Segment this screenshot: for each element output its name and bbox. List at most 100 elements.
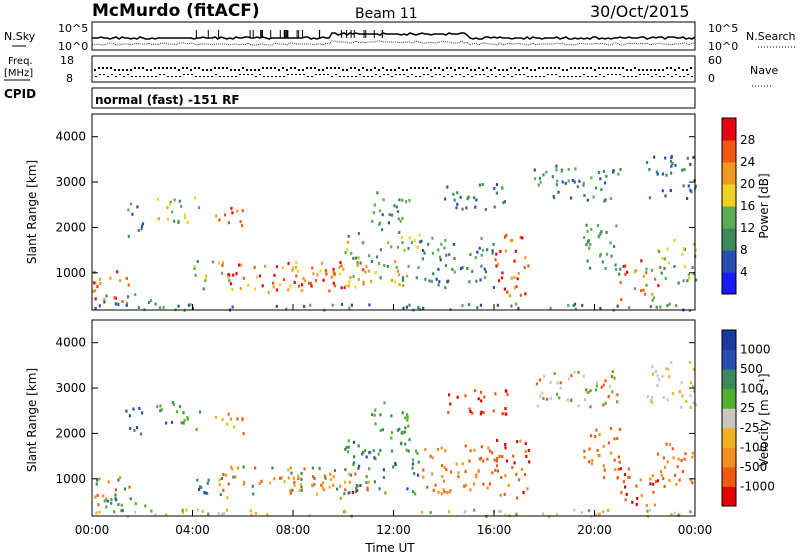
nave-marker bbox=[479, 74, 481, 75]
freq-marker bbox=[242, 67, 244, 69]
velocity-cell bbox=[520, 468, 524, 471]
velocity-cell bbox=[405, 448, 408, 452]
velocity-cell bbox=[343, 492, 346, 496]
power-cell bbox=[333, 284, 336, 288]
nave-marker bbox=[587, 76, 589, 77]
power-cell bbox=[386, 265, 389, 268]
velocity-cell bbox=[300, 485, 303, 489]
nave-marker bbox=[139, 76, 141, 77]
noise-tick-right-high: 10^5 bbox=[708, 22, 738, 35]
velocity-cell bbox=[242, 465, 245, 469]
power-cell bbox=[648, 168, 651, 171]
velocity-cell bbox=[678, 389, 681, 393]
power-cell bbox=[681, 252, 684, 256]
velocity-cell bbox=[368, 451, 371, 455]
nave-marker bbox=[583, 74, 585, 75]
power-cell bbox=[415, 276, 418, 280]
power-cell bbox=[98, 304, 101, 308]
power-cell bbox=[379, 221, 382, 225]
nave-marker bbox=[439, 74, 441, 75]
velocity-cell bbox=[406, 418, 409, 422]
power-cell bbox=[230, 206, 233, 210]
power-cell bbox=[381, 228, 384, 232]
velocity-colorbar-segment bbox=[722, 427, 736, 448]
power-cell bbox=[364, 270, 367, 274]
velocity-cell bbox=[618, 460, 621, 464]
power-cell bbox=[661, 172, 664, 176]
power-cell bbox=[379, 248, 382, 252]
power-cell bbox=[589, 242, 592, 246]
velocity-cell bbox=[368, 467, 371, 471]
power-cell bbox=[361, 241, 364, 245]
velocity-cell bbox=[524, 442, 527, 446]
velocity-cell bbox=[502, 412, 505, 415]
freq-marker bbox=[178, 69, 180, 71]
power-cell bbox=[158, 306, 162, 310]
power-cell bbox=[417, 266, 420, 269]
velocity-cell bbox=[398, 427, 401, 431]
power-cell bbox=[125, 303, 128, 307]
velocity-cell bbox=[411, 458, 415, 462]
velocity-cell bbox=[689, 381, 692, 385]
velocity-y-axis-label: Slant Range [km] bbox=[25, 368, 39, 472]
x-axis-label: Time UT bbox=[364, 541, 415, 554]
velocity-cell bbox=[498, 454, 501, 458]
nsky-label: N.Sky bbox=[4, 30, 36, 43]
velocity-cell bbox=[266, 513, 269, 516]
power-cell bbox=[609, 241, 612, 245]
freq-marker bbox=[162, 67, 164, 69]
power-cell bbox=[664, 194, 667, 198]
power-cell bbox=[459, 195, 462, 199]
nave-marker bbox=[291, 74, 293, 75]
velocity-cell bbox=[236, 466, 240, 470]
power-cell bbox=[573, 302, 577, 306]
power-cell bbox=[517, 271, 520, 275]
velocity-cell bbox=[287, 468, 290, 472]
velocity-cell bbox=[649, 482, 652, 486]
freq-marker bbox=[370, 69, 372, 71]
velocity-cell bbox=[144, 504, 147, 508]
velocity-cell bbox=[618, 427, 621, 431]
power-cell bbox=[218, 218, 221, 222]
velocity-cell bbox=[123, 487, 127, 491]
power-cell bbox=[227, 273, 230, 277]
power-cell bbox=[692, 272, 695, 276]
freq-marker bbox=[430, 69, 432, 71]
velocity-cell bbox=[480, 410, 483, 414]
freq-marker bbox=[298, 69, 300, 71]
freq-marker bbox=[214, 67, 216, 69]
power-cell bbox=[496, 303, 499, 307]
velocity-cell bbox=[128, 414, 131, 418]
power-cell bbox=[399, 219, 402, 223]
nave-marker bbox=[275, 76, 277, 77]
power-cell bbox=[212, 260, 215, 264]
power-cell bbox=[391, 213, 394, 217]
velocity-cell bbox=[680, 459, 683, 462]
power-cell bbox=[431, 236, 434, 240]
velocity-cell bbox=[589, 405, 592, 409]
velocity-cell bbox=[499, 493, 502, 497]
velocity-cell bbox=[595, 380, 598, 384]
velocity-cell bbox=[332, 483, 335, 487]
power-cell bbox=[673, 265, 676, 268]
power-cell bbox=[140, 227, 143, 231]
power-cell bbox=[293, 280, 296, 284]
velocity-cell bbox=[656, 452, 660, 456]
power-cell bbox=[357, 277, 360, 281]
velocity-cell bbox=[589, 434, 593, 438]
power-cell bbox=[682, 184, 685, 188]
velocity-cell bbox=[252, 492, 255, 496]
freq-marker bbox=[246, 69, 248, 71]
power-cell bbox=[202, 287, 205, 291]
power-cell bbox=[395, 265, 398, 269]
velocity-cell bbox=[473, 448, 476, 452]
power-cell bbox=[668, 302, 671, 306]
freq-marker bbox=[514, 67, 516, 69]
velocity-cell bbox=[404, 426, 407, 430]
power-cell bbox=[367, 269, 370, 273]
velocity-cell bbox=[622, 480, 625, 484]
nave-marker bbox=[255, 76, 257, 77]
power-cell bbox=[333, 271, 336, 275]
power-cell bbox=[497, 279, 501, 283]
nave-marker bbox=[211, 76, 213, 77]
